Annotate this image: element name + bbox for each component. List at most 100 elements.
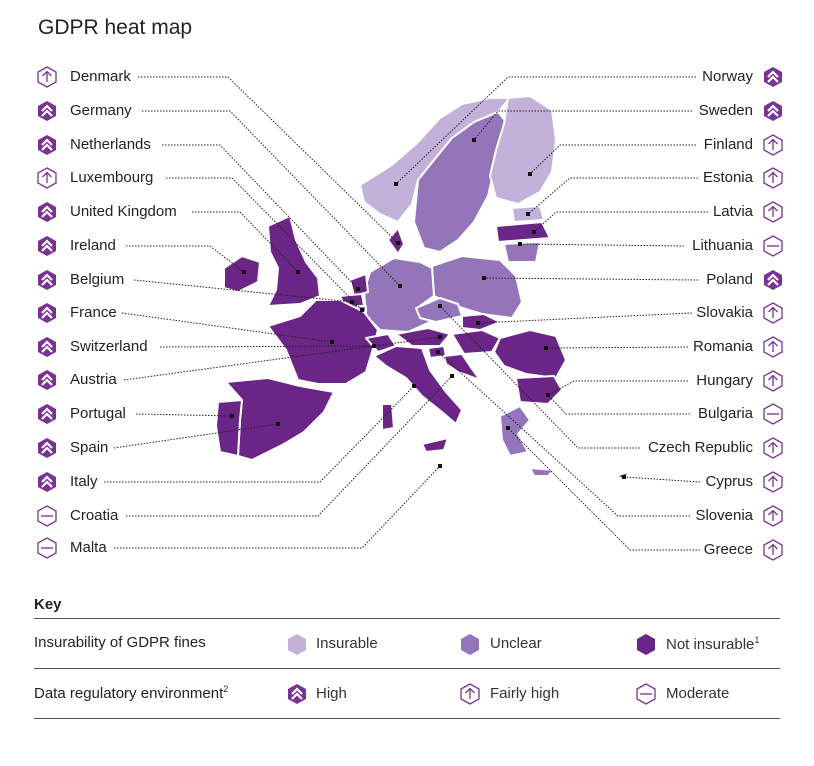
leader-dot-latvia (532, 230, 536, 234)
leader-line-hungary (547, 380, 688, 396)
leader-line-denmark (138, 76, 399, 244)
leader-line-luxembourg (166, 177, 363, 311)
leader-line-slovenia (437, 351, 690, 517)
minus-hexagon-icon (37, 505, 57, 527)
arrow-up-hexagon-icon (37, 66, 57, 88)
leader-line-lithuania (519, 243, 685, 247)
leader-line-belgium (133, 279, 353, 303)
arrow-up-hexagon-icon (763, 437, 783, 459)
minus-hexagon-icon (763, 403, 783, 425)
leader-dot-united-kingdom (296, 270, 300, 274)
country-label-estonia: Estonia (702, 169, 753, 186)
key-moderate-label: Moderate (666, 685, 730, 702)
double-chevron-up-hexagon-icon (38, 404, 56, 424)
country-label-denmark: Denmark (70, 68, 131, 85)
country-label-luxembourg: Luxembourg (70, 169, 154, 186)
double-chevron-up-hexagon-icon (38, 370, 56, 390)
leader-line-germany (142, 110, 401, 287)
key-insurability-label: Insurability of GDPR fines (34, 634, 206, 651)
leader-dot-luxembourg (360, 308, 364, 312)
key-divider (34, 718, 780, 719)
leader-dot-austria (438, 335, 442, 339)
leader-dot-switzerland (372, 344, 376, 348)
key-fairly-high-label: Fairly high (490, 685, 560, 702)
double-chevron-up-hexagon-icon (38, 236, 56, 256)
country-france (267, 299, 379, 385)
leader-dot-portugal (230, 414, 234, 418)
country-label-switzerland: Switzerland (70, 338, 148, 355)
swatch-insurable (288, 634, 306, 655)
country-label-germany: Germany (70, 102, 132, 119)
leader-dot-germany (398, 284, 402, 288)
leader-dot-malta (438, 464, 442, 468)
country-romania (493, 329, 567, 379)
country-italy (373, 345, 463, 425)
double-chevron-up-hexagon-icon (38, 337, 56, 357)
minus-hexagon-icon (763, 235, 783, 257)
leader-line-portugal (135, 413, 233, 417)
key-high-label: High (316, 685, 347, 702)
leader-dot-cyprus (622, 475, 626, 479)
key-title: Key (34, 596, 62, 613)
leader-dot-romania (544, 346, 548, 350)
double-chevron-up-hexagon-icon (38, 202, 56, 222)
leader-line-poland (483, 277, 699, 281)
key-divider (34, 668, 780, 669)
leader-dot-spain (276, 422, 280, 426)
country-lithuania (503, 241, 541, 263)
country-greece-crete (529, 467, 555, 477)
country-label-belgium: Belgium (70, 271, 125, 288)
leader-dot-slovakia (476, 321, 480, 325)
double-chevron-up-hexagon-icon (764, 270, 782, 290)
arrow-up-hexagon-icon (763, 471, 783, 493)
country-label-czech-republic: Czech Republic (647, 439, 753, 456)
country-finland (489, 95, 557, 205)
country-label-netherlands: Netherlands (70, 136, 151, 153)
arrow-up-hexagon-icon (763, 201, 783, 223)
leader-line-bulgaria (547, 394, 690, 415)
leader-dot-finland (528, 172, 532, 176)
arrow-up-hexagon-icon (763, 505, 783, 527)
leader-dot-czech-republic (438, 304, 442, 308)
arrow-up-hexagon-icon (460, 683, 480, 705)
key-unclear-label: Unclear (490, 635, 542, 652)
leader-line-finland (529, 144, 696, 175)
country-label-lithuania: Lithuania (692, 237, 753, 254)
country-hungary (451, 329, 501, 355)
minus-hexagon-icon (636, 683, 656, 705)
country-label-hungary: Hungary (696, 372, 753, 389)
leader-line-ireland (126, 245, 245, 273)
leader-dot-greece (506, 426, 510, 430)
leader-dot-sweden (472, 138, 476, 142)
country-label-cyprus: Cyprus (705, 473, 753, 490)
leader-dot-poland (482, 276, 486, 280)
country-germany (363, 257, 435, 333)
leader-line-estonia (527, 177, 698, 215)
leader-line-malta (114, 465, 441, 549)
key-swatches (288, 634, 655, 655)
country-greece (499, 405, 531, 457)
country-label-austria: Austria (70, 371, 117, 388)
country-label-ireland: Ireland (70, 237, 116, 254)
country-label-norway: Norway (702, 68, 753, 85)
leader-line-france (121, 312, 333, 343)
key-divider (34, 618, 780, 619)
country-label-poland: Poland (706, 271, 753, 288)
country-label-france: France (70, 304, 117, 321)
country-label-sweden: Sweden (698, 102, 753, 119)
leader-line-united-kingdom (192, 211, 299, 273)
leader-dot-norway (394, 182, 398, 186)
leader-dot-france (330, 340, 334, 344)
country-label-finland: Finland (703, 136, 753, 153)
leader-dot-denmark (396, 241, 400, 245)
country-label-croatia: Croatia (70, 507, 119, 524)
country-portugal (215, 399, 243, 457)
arrow-up-hexagon-icon (763, 134, 783, 156)
key-insurable-label: Insurable (316, 635, 378, 652)
arrow-up-hexagon-icon (763, 370, 783, 392)
double-chevron-up-hexagon-icon (288, 684, 306, 704)
country-label-portugal: Portugal (70, 405, 126, 422)
country-netherlands (349, 273, 369, 297)
country-label-slovenia: Slovenia (695, 507, 753, 524)
